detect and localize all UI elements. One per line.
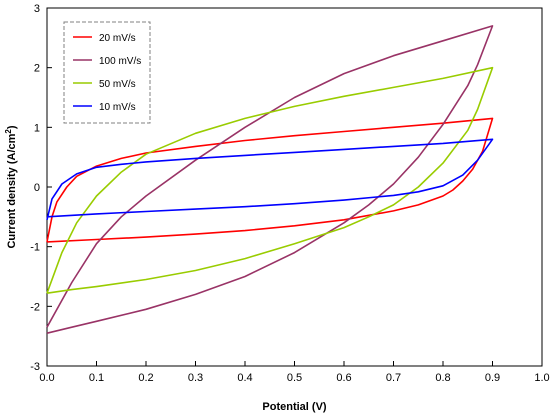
- series-line-10-mv-s: [46, 138, 494, 220]
- legend: 20 mV/s 100 mV/s 50 mV/s 10 mV/s: [63, 21, 151, 124]
- x-tick-label: 0.7: [386, 372, 401, 384]
- x-tick-label: 0.1: [89, 372, 104, 384]
- series-line-100-mv-s: [46, 25, 494, 334]
- x-tick-label: 0.4: [237, 372, 252, 384]
- y-tick-label: -2: [30, 301, 40, 313]
- x-tick-label: 0.8: [435, 372, 450, 384]
- x-tick-label: 0.9: [485, 372, 500, 384]
- x-tick-label: 0.2: [138, 372, 153, 384]
- x-tick-label: 0.5: [287, 372, 302, 384]
- series-lines: [46, 25, 494, 334]
- y-tick-label: -1: [30, 242, 40, 254]
- legend-label: 10 mV/s: [99, 102, 136, 113]
- axis-tick-labels: 0.0 0.1 0.2 0.3 0.4 0.5 0.6 0.7 0.8 0.9 1.0 -3 -2 -1 0…: [30, 3, 549, 384]
- y-tick-label: 0: [34, 182, 40, 194]
- x-tick-label: 0.0: [39, 372, 54, 384]
- x-tick-label: 0.6: [336, 372, 351, 384]
- legend-label: 100 mV/s: [99, 56, 141, 67]
- axis-ticks: [46, 7, 543, 367]
- y-tick-label: 2: [34, 63, 40, 75]
- x-axis-title: Potential (V): [262, 401, 327, 413]
- y-axis-title: Current density (A/cm2): [4, 125, 18, 248]
- y-tick-label: 1: [34, 122, 40, 134]
- x-tick-label: 1.0: [534, 372, 549, 384]
- x-tick-label: 0.3: [188, 372, 203, 384]
- series-line-50-mv-s: [46, 66, 494, 294]
- legend-label: 20 mV/s: [99, 33, 136, 44]
- y-tick-label: 3: [34, 3, 40, 15]
- legend-label: 50 mV/s: [99, 79, 136, 90]
- y-tick-label: -3: [30, 361, 40, 373]
